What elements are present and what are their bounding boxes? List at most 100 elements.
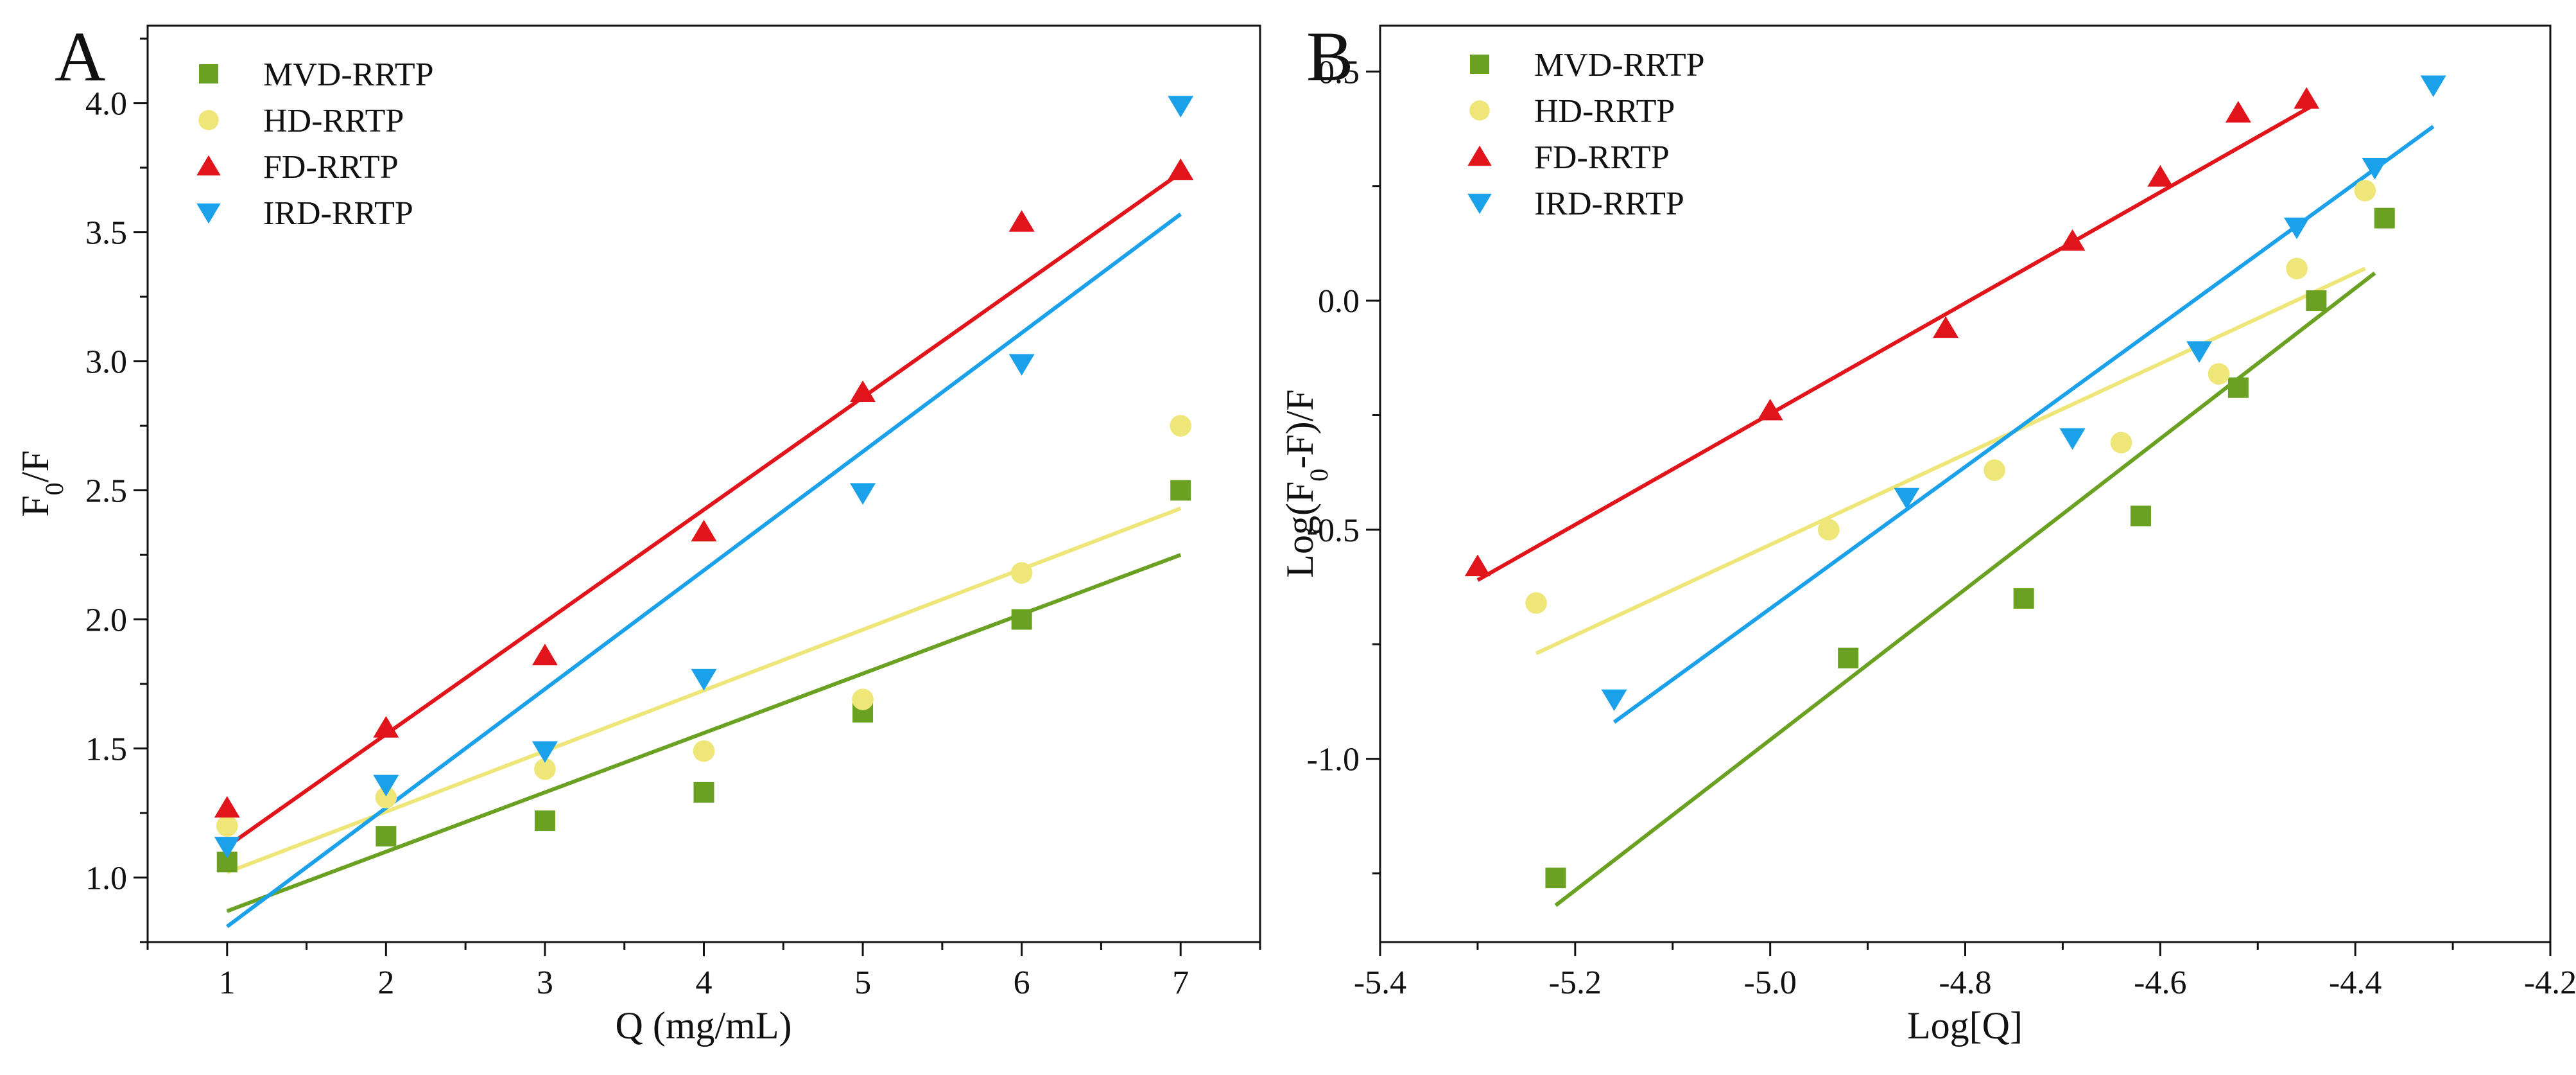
point-hd-rrtp xyxy=(2354,180,2376,202)
panel-a: 1 2 3 4 5 6 7 1.0 1.5 2.0 2.5 3.0 3.5 4.0 Q (mg/mL) F0/… xyxy=(14,17,1261,1047)
point-hd-rrtp xyxy=(2286,258,2308,279)
legend-marker-fd-rrtp xyxy=(196,155,221,176)
point-fd-rrtp xyxy=(691,520,717,542)
x-tick-label: 5 xyxy=(854,965,871,1001)
legend-marker-mvd-rrtp xyxy=(199,64,218,83)
x-tick-label: 4 xyxy=(696,965,713,1001)
y-tick-label: 2.0 xyxy=(85,602,127,639)
panel-b: -5.4 -5.2 -5.0 -4.8 -4.6 -4.4 -4.2 -1.0 -0.5 0.0 0… xyxy=(1279,17,2576,1047)
point-fd-rrtp xyxy=(1757,398,1783,421)
x-tick-label: -4.8 xyxy=(1939,965,1991,1001)
point-ird-rrtp xyxy=(2186,341,2213,363)
y-tick-label: 4.0 xyxy=(85,86,127,123)
point-mvd-rrtp xyxy=(376,826,397,847)
point-fd-rrtp xyxy=(2225,101,2251,123)
point-mvd-rrtp xyxy=(2306,290,2327,311)
x-tick-label: -4.2 xyxy=(2524,965,2576,1001)
point-fd-rrtp xyxy=(2294,87,2320,109)
legend-label-ird-rrtp: IRD-RRTP xyxy=(263,195,413,232)
point-hd-rrtp xyxy=(1525,592,1547,614)
point-ird-rrtp xyxy=(2284,217,2310,240)
point-fd-rrtp xyxy=(214,796,240,818)
panel-letter: B xyxy=(1306,17,1353,96)
x-tick-label: 1 xyxy=(219,965,236,1001)
y-tick-label: 2.5 xyxy=(85,473,127,510)
legend-marker-mvd-rrtp xyxy=(1470,55,1489,74)
point-hd-rrtp xyxy=(2110,432,2132,454)
point-ird-rrtp xyxy=(373,774,399,797)
x-tick-label: 2 xyxy=(377,965,394,1001)
legend-label-ird-rrtp: IRD-RRTP xyxy=(1534,186,1684,222)
point-fd-rrtp xyxy=(1464,554,1491,577)
point-hd-rrtp xyxy=(375,787,397,808)
fit-line-ird-rrtp xyxy=(225,213,1182,929)
point-mvd-rrtp xyxy=(2013,588,2034,609)
legend-marker-hd-rrtp xyxy=(198,110,219,130)
panel-letter: A xyxy=(55,17,105,96)
point-ird-rrtp xyxy=(214,837,240,859)
fit-line-mvd-rrtp xyxy=(226,553,1182,913)
point-fd-rrtp xyxy=(2147,165,2174,187)
x-tick-label: -4.6 xyxy=(2134,965,2186,1001)
x-tick-label: 3 xyxy=(537,965,553,1001)
x-tick-label: 7 xyxy=(1172,965,1189,1001)
point-ird-rrtp xyxy=(1601,689,1627,712)
x-tick-label: -5.0 xyxy=(1744,965,1797,1001)
point-fd-rrtp xyxy=(850,380,876,402)
point-mvd-rrtp xyxy=(693,782,714,803)
legend-label-fd-rrtp: FD-RRTP xyxy=(1534,139,1670,176)
point-mvd-rrtp xyxy=(2374,207,2395,229)
point-ird-rrtp xyxy=(2420,75,2446,98)
x-tick-label: -5.2 xyxy=(1549,965,1602,1001)
y-tick-label: 1.5 xyxy=(85,731,127,768)
point-ird-rrtp xyxy=(1168,96,1194,118)
x-tick-label: 6 xyxy=(1014,965,1030,1001)
point-fd-rrtp xyxy=(1008,210,1035,232)
point-ird-rrtp xyxy=(2362,157,2388,180)
point-fd-rrtp xyxy=(1168,158,1194,180)
legend-label-mvd-rrtp: MVD-RRTP xyxy=(1534,47,1705,83)
point-fd-rrtp xyxy=(532,643,558,666)
x-tick-label: -4.4 xyxy=(2329,965,2382,1001)
point-fd-rrtp xyxy=(1933,316,1959,338)
y-tick-label: 0.5 xyxy=(1318,54,1360,91)
point-mvd-rrtp xyxy=(534,810,555,832)
point-ird-rrtp xyxy=(1008,354,1035,376)
legend-marker-ird-rrtp xyxy=(196,203,221,224)
fit-line-ird-rrtp xyxy=(1612,125,2435,724)
legend-label-hd-rrtp: HD-RRTP xyxy=(1534,93,1675,130)
legend-marker-ird-rrtp xyxy=(1467,193,1492,214)
point-ird-rrtp xyxy=(850,483,876,505)
point-ird-rrtp xyxy=(691,669,717,691)
y-tick-label: 3.5 xyxy=(85,215,127,252)
point-ird-rrtp xyxy=(532,741,558,763)
point-hd-rrtp xyxy=(1984,459,2005,481)
y-axis-label: F0/F xyxy=(14,450,69,516)
point-mvd-rrtp xyxy=(1838,647,1859,669)
x-tick-label: -5.4 xyxy=(1354,965,1406,1001)
point-fd-rrtp xyxy=(2059,229,2086,251)
point-mvd-rrtp xyxy=(1545,868,1566,889)
point-mvd-rrtp xyxy=(1011,609,1032,630)
point-hd-rrtp xyxy=(534,758,556,780)
point-hd-rrtp xyxy=(693,740,715,762)
fit-line-fd-rrtp xyxy=(1476,101,2317,582)
legend-label-hd-rrtp: HD-RRTP xyxy=(263,103,404,139)
x-axis-label: Q (mg/mL) xyxy=(616,1004,792,1047)
point-mvd-rrtp xyxy=(2227,377,2249,398)
point-ird-rrtp xyxy=(2059,428,2086,450)
y-tick-label: -0.5 xyxy=(1307,512,1360,549)
legend-label-mvd-rrtp: MVD-RRTP xyxy=(263,57,434,93)
point-fd-rrtp xyxy=(373,715,399,738)
y-tick-label: 3.0 xyxy=(85,344,127,381)
fit-line-hd-rrtp xyxy=(1535,267,2366,656)
legend-marker-fd-rrtp xyxy=(1467,145,1492,166)
y-tick-label: 0.0 xyxy=(1318,283,1360,320)
point-hd-rrtp xyxy=(852,688,874,710)
point-ird-rrtp xyxy=(1894,487,1920,510)
legend-label-fd-rrtp: FD-RRTP xyxy=(263,149,399,186)
legend-marker-hd-rrtp xyxy=(1469,100,1490,121)
y-axis-label: Log(F0-F)/F xyxy=(1279,389,1333,577)
y-tick-label: -1.0 xyxy=(1307,742,1360,778)
